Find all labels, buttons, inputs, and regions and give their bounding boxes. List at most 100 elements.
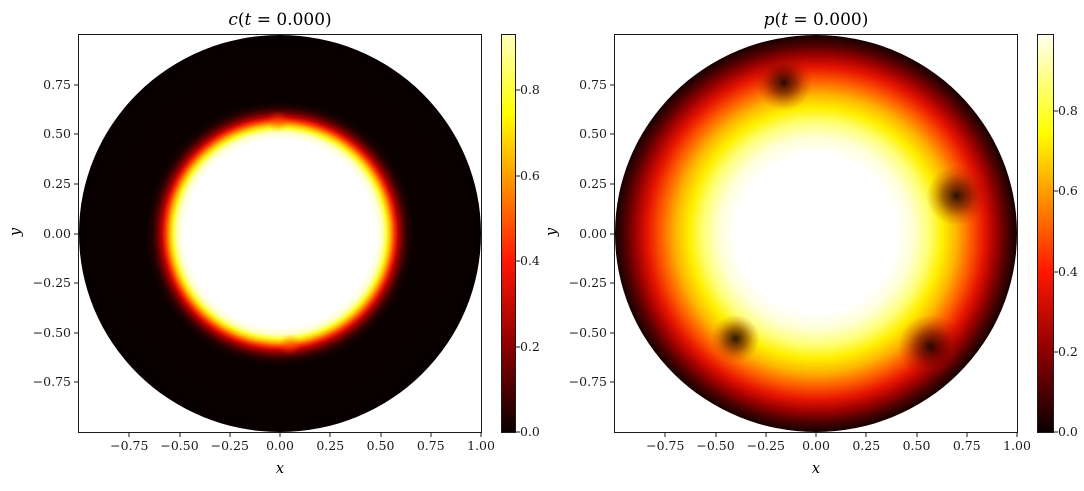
x-tick-label: −0.50 (160, 438, 199, 453)
title-text: c (228, 10, 238, 30)
y-tick-label: −0.50 (568, 324, 607, 340)
y-tick-label: −0.25 (32, 275, 71, 291)
x-tick-mark (1016, 433, 1018, 437)
colorbar-tick-mark (516, 175, 520, 177)
plot-p-colorbar: 0.0 0.2 0.4 0.6 0.8 (1037, 34, 1078, 439)
colorbar-tick-mark (1054, 351, 1058, 353)
title-text: p (763, 10, 775, 30)
x-tick-mark (765, 433, 767, 437)
y-tick-mark (610, 84, 614, 86)
colorbar-tick-label: 0.4 (520, 253, 540, 269)
plot-c-axes: −0.75 −0.50 −0.25 0.00 0.25 0.50 0.75 1.00 0.75 0… (33, 34, 495, 453)
colorbar-tick-label: 0.4 (1058, 263, 1078, 279)
title-text: = 0.000) (788, 10, 869, 30)
x-tick-label: 0.25 (852, 438, 881, 453)
x-tick-label: 1.00 (467, 438, 495, 453)
x-tick-label: −0.25 (746, 438, 785, 453)
title-text: = 0.000) (251, 10, 332, 30)
colorbar-tick-label: 0.8 (520, 82, 540, 98)
interface-bump (278, 333, 302, 356)
y-tick-mark (74, 332, 78, 334)
plot-p-axes: −0.75 −0.50 −0.25 0.00 0.25 0.50 0.75 1.00 0.75 0… (569, 34, 1031, 453)
x-tick-mark (865, 433, 867, 437)
x-tick-mark (664, 433, 666, 437)
y-tick-label: −0.75 (568, 374, 607, 390)
x-tick-mark (916, 433, 917, 437)
x-tick-mark (815, 433, 817, 437)
y-tick-mark (610, 282, 614, 284)
heatmap-disk (615, 35, 1017, 432)
y-tick-label: 0.50 (579, 126, 607, 142)
colorbar-tick-mark (516, 89, 520, 91)
sink-spot (755, 54, 812, 111)
y-tick-mark (74, 381, 78, 383)
colorbar-tick-label: 0.2 (520, 338, 540, 354)
title-text: t (244, 10, 252, 30)
plot-c-ylabel: y (8, 227, 24, 237)
y-tick-mark (610, 183, 614, 185)
x-tick-mark (715, 433, 716, 437)
colorbar-tick-mark (1054, 271, 1058, 273)
x-tick-mark (380, 433, 381, 437)
y-tick-mark (610, 133, 614, 135)
title-text: ( (774, 10, 782, 30)
heatmap-disk (79, 35, 481, 432)
y-tick-label: 0.00 (43, 225, 71, 241)
x-tick-mark (229, 433, 231, 437)
y-tick-mark (74, 84, 78, 86)
x-tick-label: 0.75 (416, 438, 445, 453)
plot-c-title: c(t = 0.000) (78, 8, 482, 32)
x-tick-label: 1.00 (1003, 438, 1031, 453)
y-tick-label: 0.25 (43, 175, 71, 191)
colorbar-tick-label: 0.6 (520, 167, 540, 183)
colorbar-tick-mark (1054, 110, 1058, 112)
y-tick-mark (610, 332, 614, 334)
x-tick-label: −0.75 (110, 438, 149, 453)
colorbar-tick-mark (516, 431, 520, 433)
sink-spot (898, 314, 963, 379)
title-text: t (781, 10, 788, 30)
x-tick-mark (329, 433, 331, 437)
plot-p-xlabel: x (811, 461, 821, 477)
plot-c-heatmap (79, 35, 481, 432)
plot-p-title: p(t = 0.000) (614, 8, 1018, 32)
y-tick-mark (74, 282, 78, 284)
colorbar-tick-mark (1054, 190, 1058, 192)
x-tick-mark (966, 433, 968, 437)
x-tick-label: 0.00 (802, 438, 830, 453)
colorbar-tick-label: 0.2 (1058, 343, 1078, 359)
colorbar-tick-label: 0.6 (1058, 183, 1078, 199)
y-tick-label: 0.25 (579, 175, 607, 191)
y-tick-mark (74, 133, 78, 135)
y-tick-mark (74, 233, 78, 234)
x-tick-mark (480, 433, 482, 437)
x-tick-mark (179, 433, 180, 437)
x-tick-label: −0.75 (646, 438, 685, 453)
colorbar-tick-label: 0.8 (1058, 103, 1078, 119)
y-tick-label: 0.75 (43, 76, 71, 92)
colorbar-tick-label: 0.0 (520, 424, 540, 439)
x-tick-label: −0.50 (696, 438, 735, 453)
y-tick-label: −0.25 (568, 275, 607, 291)
interface-bump (266, 110, 290, 133)
x-tick-label: 0.75 (952, 438, 981, 453)
plot-c-colorbar: 0.0 0.2 0.4 0.6 0.8 (501, 34, 540, 439)
plot-p-ylabel: y (544, 227, 560, 237)
y-tick-label: 0.00 (579, 225, 607, 241)
x-tick-label: 0.25 (316, 438, 345, 453)
colorbar-tick-mark (516, 260, 520, 262)
sink-spot (711, 314, 760, 363)
plot-p-heatmap (615, 35, 1017, 432)
y-tick-mark (610, 381, 614, 383)
y-tick-mark (610, 233, 614, 234)
x-tick-label: −0.25 (210, 438, 249, 453)
plot-c-xlabel: x (275, 461, 285, 477)
x-tick-label: 0.50 (366, 438, 395, 453)
x-tick-label: 0.50 (902, 438, 931, 453)
x-tick-label: 0.00 (266, 438, 294, 453)
colorbar-tick-mark (516, 346, 520, 348)
x-tick-mark (279, 433, 281, 437)
y-tick-label: −0.75 (32, 374, 71, 390)
y-tick-label: 0.75 (579, 76, 607, 92)
